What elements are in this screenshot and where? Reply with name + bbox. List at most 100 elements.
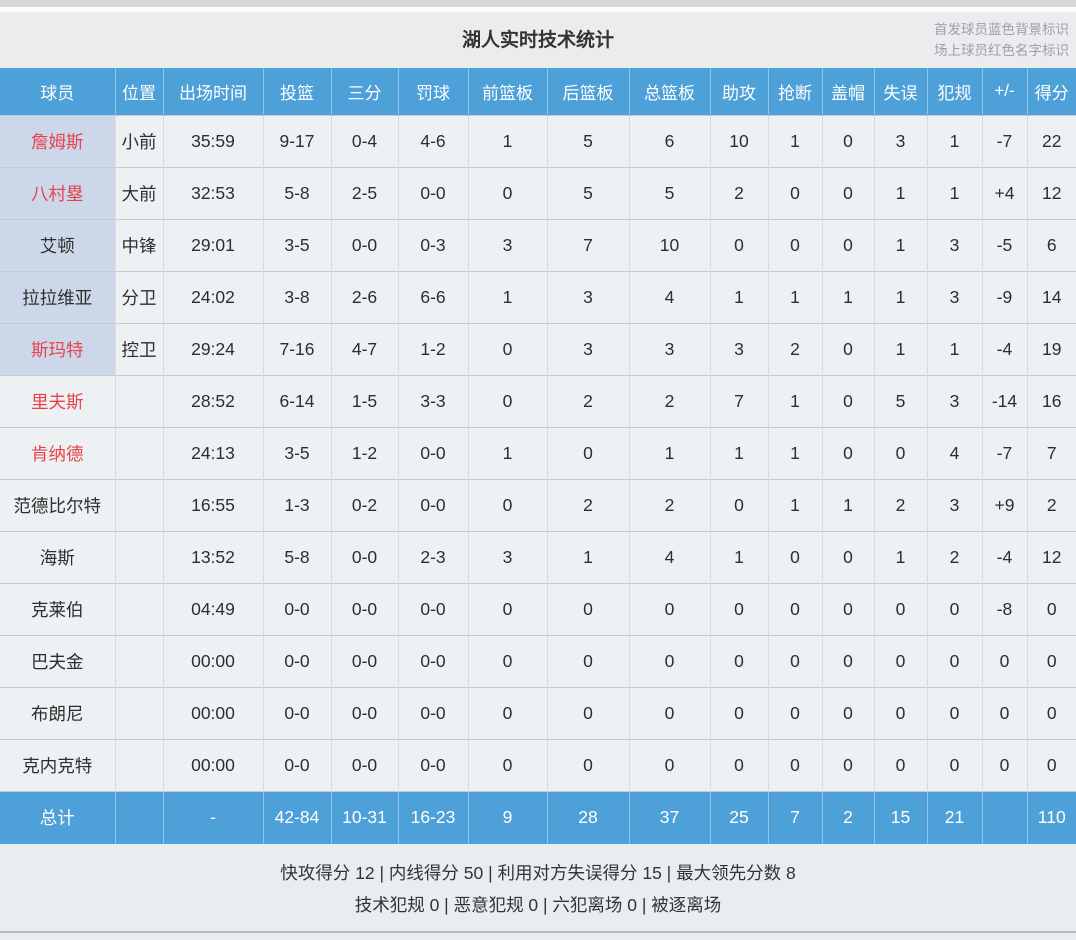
player-name-cell: 斯玛特: [0, 322, 115, 375]
column-header-5: 罚球: [397, 68, 468, 115]
stat-cell-6: 1: [628, 426, 710, 479]
stat-cell-7: 0: [709, 218, 768, 271]
stat-cell-6: 10: [628, 218, 710, 271]
stat-cell-4: 0: [467, 374, 547, 427]
total-stat-cell-3: 16-23: [397, 790, 468, 844]
stat-cell-6: 2: [628, 374, 710, 427]
stat-cell-5: 3: [546, 322, 629, 375]
stat-cell-11: 3: [926, 374, 982, 427]
stat-cell-6: 0: [628, 582, 710, 635]
stat-cell-6: 2: [628, 478, 710, 531]
position-cell: 控卫: [114, 322, 163, 375]
bottom-divider: [0, 931, 1076, 933]
stat-cell-0: 29:01: [162, 218, 263, 271]
stat-cell-13: 7: [1026, 426, 1076, 479]
player-name-cell: 巴夫金: [0, 634, 115, 687]
player-row: 布朗尼 00:00 0-0 0-0 0-0 0 0 0 0 0 0 0 0 0 0: [0, 686, 1076, 739]
stat-cell-3: 1-2: [397, 322, 468, 375]
stat-cell-2: 1-2: [330, 426, 398, 479]
stat-cell-2: 2-5: [330, 166, 398, 219]
stat-cell-2: 2-6: [330, 270, 398, 323]
column-header-14: +/-: [981, 68, 1027, 115]
player-name-cell: 范德比尔特: [0, 478, 115, 531]
position-cell: 大前: [114, 166, 163, 219]
legend-oncourt-note: 场上球员红色名字标识: [934, 43, 1069, 58]
stat-cell-1: 0-0: [262, 738, 331, 791]
stat-cell-13: 0: [1026, 634, 1076, 687]
stat-cell-11: 0: [926, 738, 982, 791]
position-cell: [114, 478, 163, 531]
player-row: 詹姆斯 小前 35:59 9-17 0-4 4-6 1 5 6 10 1 0 3 1 -7 22: [0, 114, 1076, 167]
stat-cell-12: +4: [981, 166, 1027, 219]
stat-cell-9: 0: [821, 686, 874, 739]
stat-cell-4: 1: [467, 114, 547, 167]
stat-cell-13: 6: [1026, 218, 1076, 271]
stat-cell-4: 1: [467, 270, 547, 323]
stat-cell-10: 3: [873, 114, 927, 167]
stat-cell-9: 0: [821, 218, 874, 271]
stat-cell-1: 9-17: [262, 114, 331, 167]
stat-cell-2: 0-2: [330, 478, 398, 531]
stat-cell-10: 0: [873, 634, 927, 687]
stat-cell-1: 5-8: [262, 530, 331, 583]
stat-cell-8: 0: [767, 686, 822, 739]
stat-cell-4: 0: [467, 686, 547, 739]
position-cell: [114, 582, 163, 635]
total-stat-cell-8: 7: [767, 790, 822, 844]
stat-cell-13: 0: [1026, 738, 1076, 791]
stat-cell-9: 1: [821, 478, 874, 531]
stats-table: 球员 位置 出场时间 投篮 三分 罚球 前篮板 后篮板 总篮板 助攻 抢断 盖帽 失误 犯规 +/- 得分 詹…: [0, 68, 1076, 844]
stat-cell-12: 0: [981, 686, 1027, 739]
position-cell: [114, 634, 163, 687]
column-header-1: 位置: [114, 68, 163, 115]
stat-cell-11: 3: [926, 270, 982, 323]
stat-cell-10: 0: [873, 738, 927, 791]
stat-cell-10: 1: [873, 530, 927, 583]
total-stat-cell-2: 10-31: [330, 790, 398, 844]
column-header-6: 前篮板: [467, 68, 547, 115]
column-header-2: 出场时间: [162, 68, 263, 115]
total-label-cell: 总计: [0, 790, 115, 844]
stat-cell-2: 0-0: [330, 686, 398, 739]
stat-cell-11: 1: [926, 322, 982, 375]
stat-cell-8: 1: [767, 114, 822, 167]
stat-cell-4: 0: [467, 738, 547, 791]
stat-cell-2: 0-0: [330, 218, 398, 271]
stat-cell-11: 1: [926, 114, 982, 167]
stat-cell-5: 5: [546, 114, 629, 167]
stat-cell-7: 0: [709, 686, 768, 739]
total-stat-cell-6: 37: [628, 790, 710, 844]
position-cell: [114, 374, 163, 427]
stat-cell-5: 0: [546, 426, 629, 479]
player-name-cell: 海斯: [0, 530, 115, 583]
stat-cell-12: 0: [981, 738, 1027, 791]
total-stat-cell-11: 21: [926, 790, 982, 844]
stat-cell-8: 1: [767, 374, 822, 427]
stat-cell-7: 10: [709, 114, 768, 167]
stat-cell-2: 1-5: [330, 374, 398, 427]
stat-cell-5: 5: [546, 166, 629, 219]
column-header-9: 助攻: [709, 68, 768, 115]
stat-cell-0: 00:00: [162, 686, 263, 739]
total-stat-cell-12: [981, 790, 1027, 844]
stat-cell-8: 0: [767, 218, 822, 271]
stat-cell-1: 0-0: [262, 686, 331, 739]
stat-cell-6: 0: [628, 686, 710, 739]
stat-cell-1: 6-14: [262, 374, 331, 427]
stat-cell-6: 4: [628, 530, 710, 583]
stat-cell-4: 0: [467, 166, 547, 219]
stat-cell-0: 00:00: [162, 634, 263, 687]
position-cell: 分卫: [114, 270, 163, 323]
stat-cell-1: 0-0: [262, 634, 331, 687]
stat-cell-1: 3-8: [262, 270, 331, 323]
stat-cell-13: 0: [1026, 686, 1076, 739]
position-cell: [114, 686, 163, 739]
stat-cell-8: 1: [767, 270, 822, 323]
stat-cell-0: 00:00: [162, 738, 263, 791]
player-row: 拉拉维亚 分卫 24:02 3-8 2-6 6-6 1 3 4 1 1 1 1 3 -9 14: [0, 270, 1076, 323]
stat-cell-0: 29:24: [162, 322, 263, 375]
stat-cell-13: 19: [1026, 322, 1076, 375]
stat-cell-3: 3-3: [397, 374, 468, 427]
stat-cell-8: 0: [767, 530, 822, 583]
stat-cell-3: 6-6: [397, 270, 468, 323]
